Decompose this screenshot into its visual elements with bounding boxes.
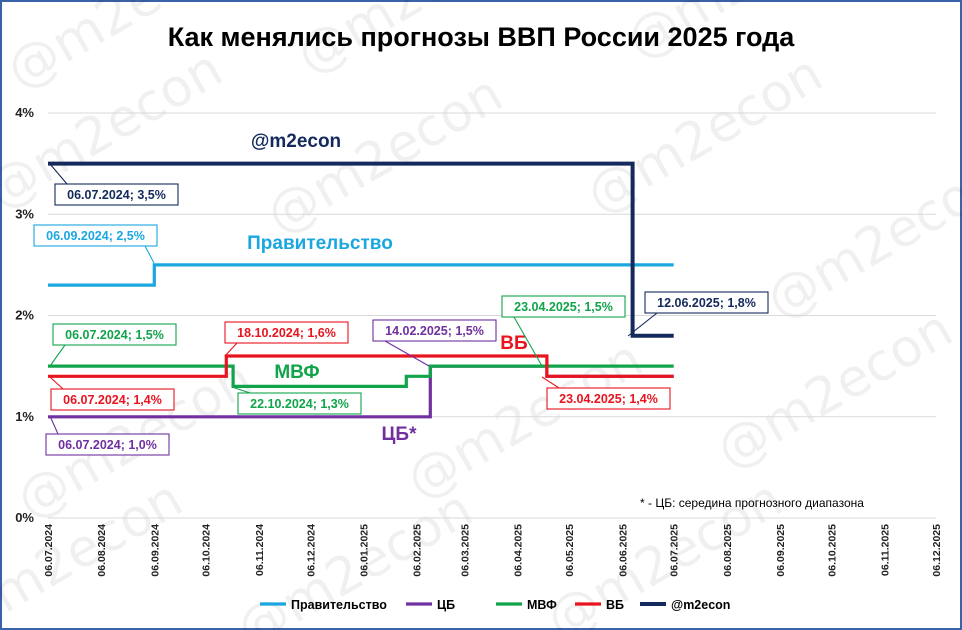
watermark-text: @m2econ — [257, 64, 513, 247]
chart-note: * - ЦБ: середина прогнозного диапазона — [640, 496, 864, 510]
y-tick-label: 2% — [15, 308, 34, 323]
callout-label: 06.07.2024; 1,5% — [65, 328, 164, 342]
legend-entry: МВФ — [496, 598, 557, 612]
y-tick-label: 4% — [15, 105, 34, 120]
callout-leader — [231, 386, 251, 394]
x-tick-label: 06.11.2025 — [880, 524, 892, 576]
callout-leader — [49, 376, 64, 390]
callout-leader — [627, 312, 658, 337]
callout-leader — [49, 344, 66, 367]
callout-label: 18.10.2024; 1,6% — [237, 326, 336, 340]
series-lines — [48, 161, 674, 419]
x-tick-label: 06.07.2025 — [669, 524, 681, 577]
legend-label: @m2econ — [671, 598, 730, 612]
callout-box — [501, 295, 626, 318]
legend-entry: ЦБ — [406, 598, 455, 612]
annotation-callout: 06.07.2024; 1,5% — [49, 323, 177, 367]
legend-label: Правительство — [291, 598, 387, 612]
callout-box — [372, 319, 497, 342]
annotation-callout: 12.06.2025; 1,8% — [627, 291, 769, 337]
callout-label: 23.04.2025; 1,4% — [559, 392, 658, 406]
annotation-callout: 23.04.2025; 1,5% — [501, 295, 626, 367]
annotation-callout: 06.09.2024; 2,5% — [33, 224, 158, 264]
x-tick-label: 06.10.2024 — [201, 524, 213, 577]
callout-label: 06.07.2024; 3,5% — [67, 188, 166, 202]
callout-box — [224, 321, 349, 344]
annotation-callout: 14.02.2025; 1,5% — [372, 319, 497, 367]
series-label: @m2econ — [251, 131, 341, 152]
y-tick-label: 0% — [15, 510, 34, 525]
callout-leader — [513, 316, 543, 367]
series-line — [48, 161, 674, 338]
callout-box — [237, 392, 362, 415]
callout-label: 14.02.2025; 1,5% — [385, 324, 484, 338]
callout-label: 23.04.2025; 1,5% — [514, 300, 613, 314]
y-tick-label: 3% — [15, 206, 34, 221]
legend-entry: Правительство — [260, 598, 387, 612]
chart-legend: Правительство ЦБ МВФ ВБ @m2econ — [260, 598, 730, 612]
callout-leader — [541, 376, 560, 389]
watermark-text: @m2econ — [707, 299, 962, 482]
x-tick-label: 06.11.2024 — [254, 524, 266, 576]
annotation-callout: 22.10.2024; 1,3% — [231, 386, 362, 415]
callout-box — [50, 388, 175, 411]
callout-label: 06.07.2024; 1,4% — [63, 393, 162, 407]
annotation-callout: 18.10.2024; 1,6% — [224, 321, 349, 357]
y-tick-label: 1% — [15, 409, 34, 424]
callout-box — [52, 323, 177, 346]
x-tick-label: 06.10.2025 — [826, 524, 838, 577]
callout-box — [45, 433, 170, 456]
legend-entry: @m2econ — [640, 598, 730, 612]
callout-box — [644, 291, 769, 314]
callout-box — [54, 183, 179, 206]
watermark-text: @m2econ — [577, 44, 833, 227]
series-labels: @m2econ Правительство ВБ МВФ ЦБ* — [247, 131, 528, 445]
x-tick-label: 06.02.2025 — [412, 524, 424, 577]
series-line — [48, 354, 674, 378]
legend-entry: ВБ — [575, 598, 624, 612]
annotation-callouts: 06.07.2024; 3,5% 06.09.2024; 2,5% 06.07.20… — [33, 163, 769, 456]
series-line — [48, 364, 674, 388]
callout-box — [546, 387, 671, 410]
callout-leader — [49, 415, 59, 435]
annotation-callout: 06.07.2024; 1,4% — [49, 376, 175, 411]
series-label: Правительство — [247, 233, 393, 254]
x-tick-label: 06.06.2025 — [617, 524, 629, 577]
x-tick-label: 06.08.2024 — [96, 524, 108, 577]
x-tick-label: 06.09.2025 — [775, 524, 787, 577]
x-tick-label: 06.07.2024 — [43, 524, 55, 577]
callout-label: 12.06.2025; 1,8% — [657, 296, 756, 310]
callout-box — [33, 224, 158, 247]
annotation-callout: 06.07.2024; 1,0% — [45, 415, 170, 456]
legend-label: ВБ — [606, 598, 624, 612]
annotation-callout: 06.07.2024; 3,5% — [49, 163, 179, 206]
x-tick-label: 06.12.2024 — [305, 524, 317, 577]
y-axis-ticks: 0% 1% 2% 3% 4% — [15, 105, 34, 525]
chart-title: Как менялись прогнозы ВВП России 2025 го… — [168, 22, 796, 52]
x-tick-label: 06.04.2025 — [513, 524, 525, 577]
series-label: ВБ — [500, 333, 527, 354]
x-tick-label: 06.03.2025 — [460, 524, 472, 577]
series-label: ЦБ* — [382, 424, 418, 445]
x-tick-label: 06.08.2025 — [722, 524, 734, 577]
x-tick-label: 06.05.2025 — [564, 524, 576, 577]
callout-leader — [49, 163, 68, 185]
callout-label: 22.10.2024; 1,3% — [250, 397, 349, 411]
x-tick-label: 06.12.2025 — [931, 524, 943, 577]
x-tick-label: 06.01.2025 — [358, 524, 370, 577]
callout-leader — [224, 342, 238, 357]
legend-label: МВФ — [527, 598, 557, 612]
callout-label: 06.07.2024; 1,0% — [58, 438, 157, 452]
annotation-callout: 23.04.2025; 1,4% — [541, 376, 671, 410]
legend-label: ЦБ — [437, 598, 455, 612]
series-line — [48, 263, 674, 287]
callout-label: 06.09.2024; 2,5% — [46, 229, 145, 243]
x-axis-ticks: 06.07.2024 06.08.2024 06.09.2024 06.10.2024… — [43, 524, 943, 577]
callout-leader — [384, 340, 430, 367]
callout-leader — [144, 245, 155, 264]
series-label: МВФ — [274, 362, 319, 383]
x-tick-label: 06.09.2024 — [149, 524, 161, 577]
